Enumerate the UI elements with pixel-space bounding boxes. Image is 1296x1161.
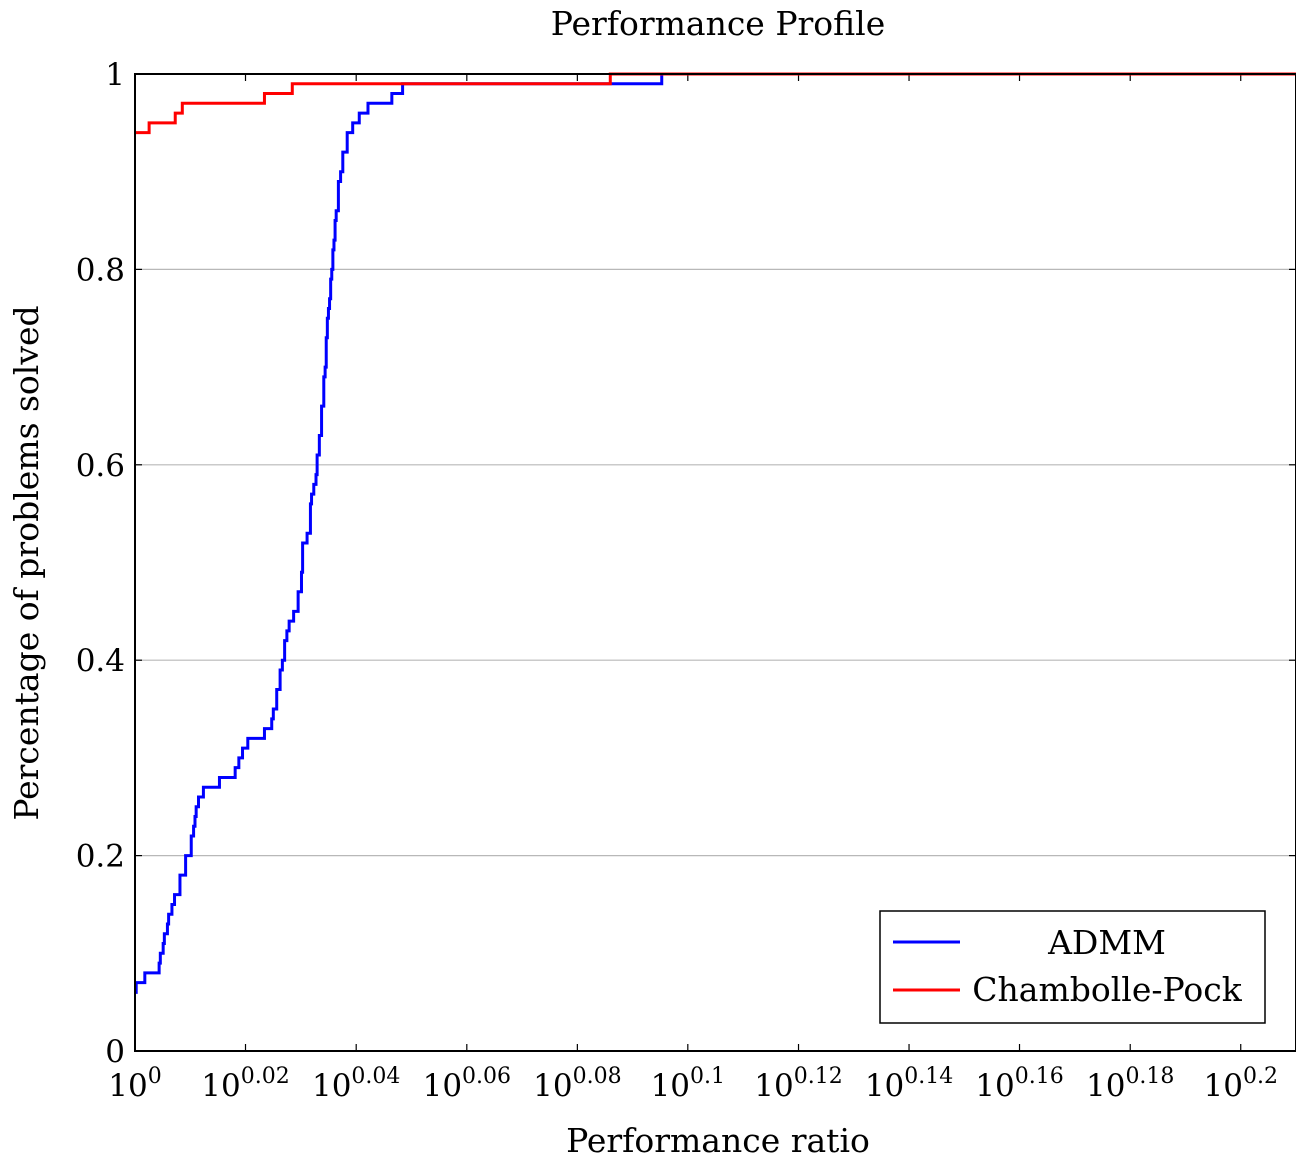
series-line-admm xyxy=(134,72,1296,994)
y-axis-tick-labels: 0 0.2 0.4 0.6 0.8 1 xyxy=(76,57,125,1070)
y-tick-label: 0.2 xyxy=(76,839,125,875)
legend: ADMM Chambolle-Pock xyxy=(879,910,1266,1024)
plot-series xyxy=(134,72,1296,994)
x-tick-label: 100.2 xyxy=(1204,1064,1278,1104)
x-tick-label: 100.18 xyxy=(1086,1064,1174,1104)
x-tick-label-base: 10 xyxy=(201,1068,240,1104)
legend-label-chambolle-pock: Chambolle-Pock xyxy=(972,970,1242,1009)
x-tick-label-exponent: 0.18 xyxy=(1125,1064,1174,1089)
x-tick-label-exponent: 0.1 xyxy=(690,1064,725,1089)
x-tick-label-base: 10 xyxy=(533,1068,572,1104)
x-tick-label: 100.08 xyxy=(533,1064,621,1104)
x-tick-label: 100.12 xyxy=(754,1064,842,1104)
x-tick-label-exponent: 0.04 xyxy=(351,1064,400,1089)
x-tick-label-base: 10 xyxy=(312,1068,351,1104)
axis-ticks xyxy=(134,73,1296,1052)
grid-lines xyxy=(135,73,1296,1052)
x-tick-label: 100.02 xyxy=(201,1064,289,1104)
x-tick-label-base: 10 xyxy=(865,1068,904,1104)
x-tick-label-exponent: 0.08 xyxy=(573,1064,622,1089)
x-tick-label-base: 10 xyxy=(423,1068,462,1104)
y-tick-label: 1 xyxy=(105,57,125,93)
x-tick-label-exponent: 0.12 xyxy=(794,1064,843,1089)
y-tick-label: 0.6 xyxy=(76,448,125,484)
x-tick-label-base: 10 xyxy=(975,1068,1014,1104)
x-tick-label: 100.04 xyxy=(312,1064,400,1104)
x-tick-label-exponent: 0.14 xyxy=(904,1064,953,1089)
x-tick-label-base: 10 xyxy=(754,1068,793,1104)
x-tick-label-base: 10 xyxy=(1204,1068,1243,1104)
x-tick-label-exponent: 0.02 xyxy=(241,1064,290,1089)
x-tick-label: 100.06 xyxy=(423,1064,511,1104)
x-tick-label: 100.16 xyxy=(975,1064,1063,1104)
plot-area-frame xyxy=(134,73,1296,1052)
x-tick-label-exponent: 0.2 xyxy=(1243,1064,1278,1089)
y-tick-label: 0 xyxy=(105,1034,125,1070)
x-tick-label: 100 xyxy=(108,1064,161,1104)
x-tick-label: 100.14 xyxy=(865,1064,953,1104)
x-tick-label-exponent: 0 xyxy=(148,1064,162,1089)
x-tick-label: 100.1 xyxy=(651,1064,725,1104)
x-tick-label-base: 10 xyxy=(1086,1068,1125,1104)
legend-label-admm: ADMM xyxy=(1047,923,1166,962)
series-line-chambolle-pock xyxy=(135,72,1296,135)
x-tick-label-exponent: 0.16 xyxy=(1015,1064,1064,1089)
legend-box xyxy=(879,910,1266,1024)
x-tick-label-base: 10 xyxy=(108,1068,147,1104)
y-axis-title: Percentage of problems solved xyxy=(7,305,46,820)
chart-title: Performance Profile xyxy=(551,4,886,43)
y-tick-label: 0.4 xyxy=(76,643,125,679)
y-tick-label: 0.8 xyxy=(76,252,125,288)
x-tick-label-base: 10 xyxy=(651,1068,690,1104)
x-tick-label-exponent: 0.06 xyxy=(462,1064,511,1089)
x-axis-title: Performance ratio xyxy=(566,1121,870,1160)
x-axis-tick-labels: 100 100.02 100.04 100.06 100.08 100.1 100.12 10… xyxy=(108,1064,1278,1104)
